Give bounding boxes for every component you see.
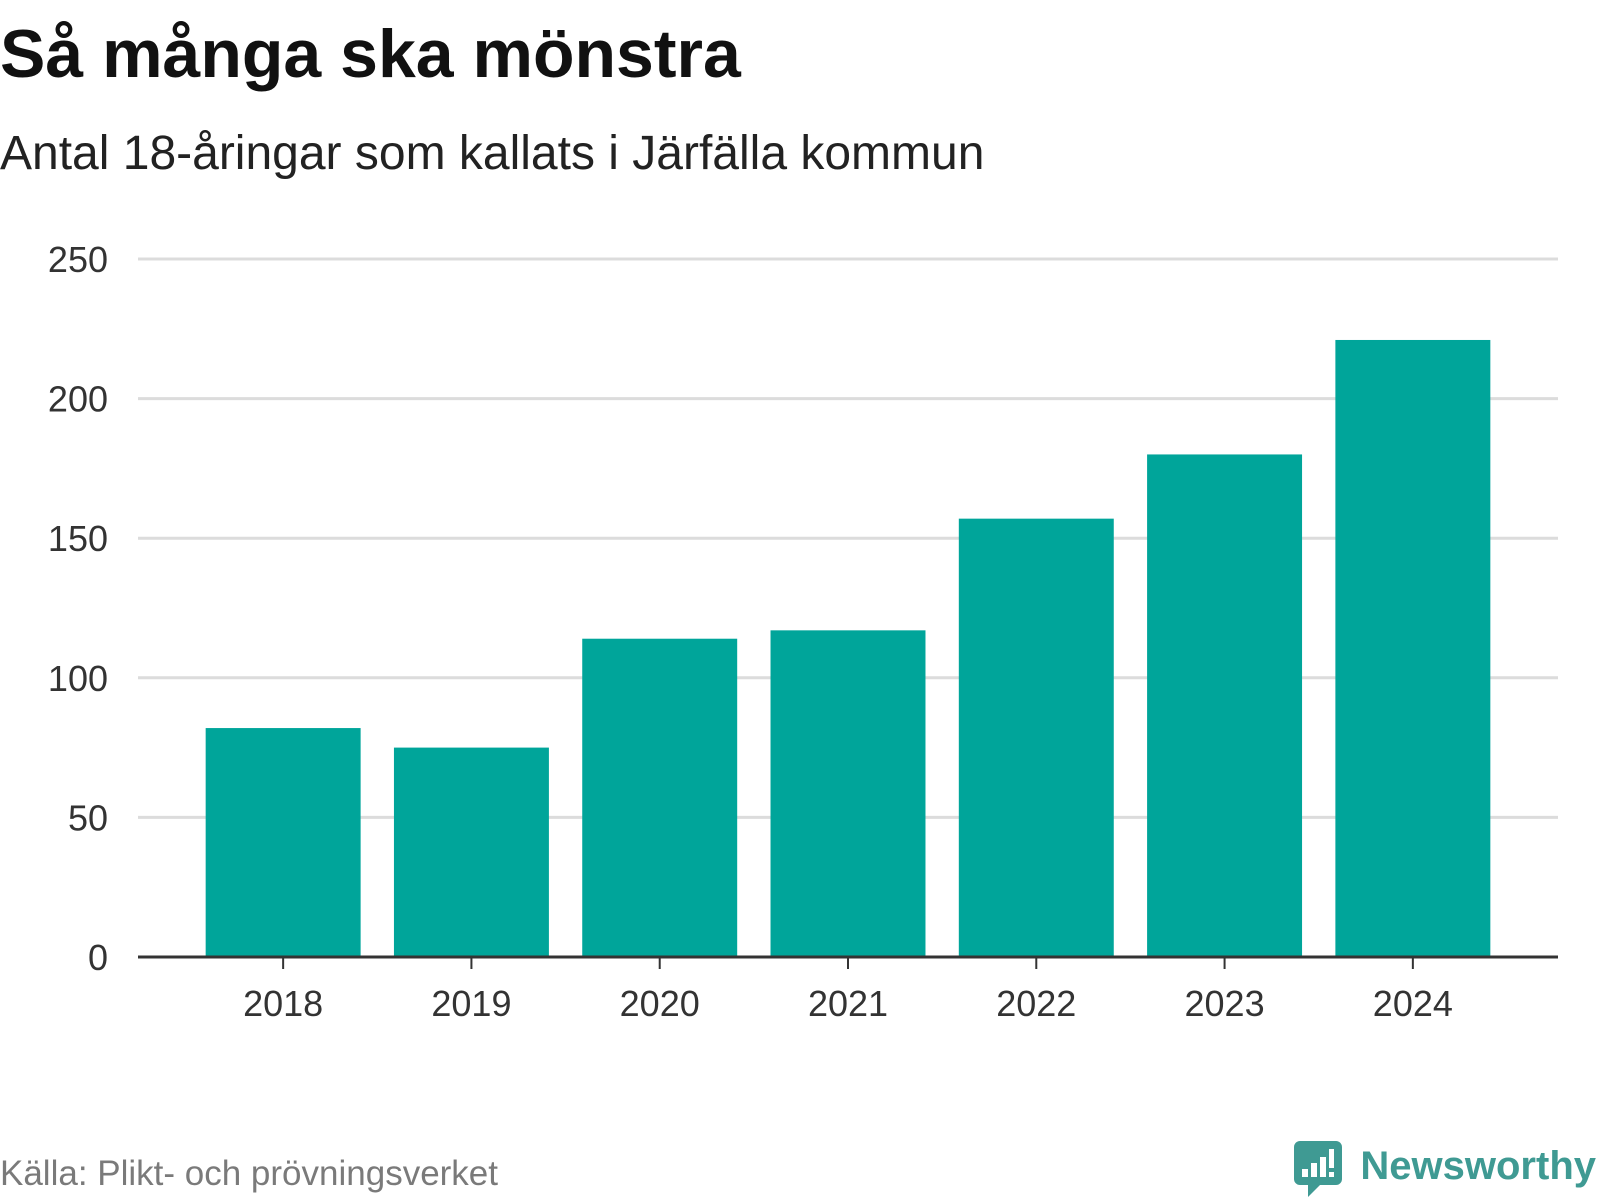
y-tick-label: 50 bbox=[68, 797, 108, 838]
y-tick-label: 250 bbox=[48, 239, 108, 280]
y-tick-label: 100 bbox=[48, 658, 108, 699]
bar-2020 bbox=[582, 638, 738, 957]
y-tick-label: 150 bbox=[48, 518, 108, 559]
x-axis: 2018 2019 2020 2021 2022 2023 2024 bbox=[138, 955, 1558, 1024]
bar-2023 bbox=[1147, 454, 1303, 957]
x-tick-label: 2020 bbox=[620, 983, 700, 1024]
x-tick-label: 2018 bbox=[243, 983, 323, 1024]
logo-text: Newsworthy bbox=[1360, 1144, 1596, 1188]
bar-2024 bbox=[1335, 339, 1491, 957]
bar-2022 bbox=[958, 518, 1114, 957]
x-tick-label: 2019 bbox=[431, 983, 511, 1024]
x-tick-label: 2022 bbox=[996, 983, 1076, 1024]
y-axis-labels: 0 50 100 150 200 250 bbox=[48, 239, 108, 978]
chart-subtitle: Antal 18-åringar som kallats i Järfälla … bbox=[0, 127, 985, 180]
newsworthy-logo-icon bbox=[1294, 1141, 1343, 1197]
bar-2019 bbox=[393, 747, 549, 957]
bar-2018 bbox=[205, 728, 361, 957]
chart-title: Så många ska mönstra bbox=[0, 16, 741, 92]
x-tick-label: 2021 bbox=[808, 983, 888, 1024]
y-tick-label: 200 bbox=[48, 379, 108, 420]
source-note: Källa: Plikt- och prövningsverket bbox=[0, 1154, 498, 1193]
x-tick-label: 2023 bbox=[1185, 983, 1265, 1024]
newsworthy-logo: Newsworthy bbox=[1294, 1141, 1596, 1197]
x-tick-label: 2024 bbox=[1373, 983, 1453, 1024]
bars bbox=[205, 339, 1491, 957]
bar-2021 bbox=[770, 630, 926, 957]
y-tick-label: 0 bbox=[88, 937, 108, 978]
